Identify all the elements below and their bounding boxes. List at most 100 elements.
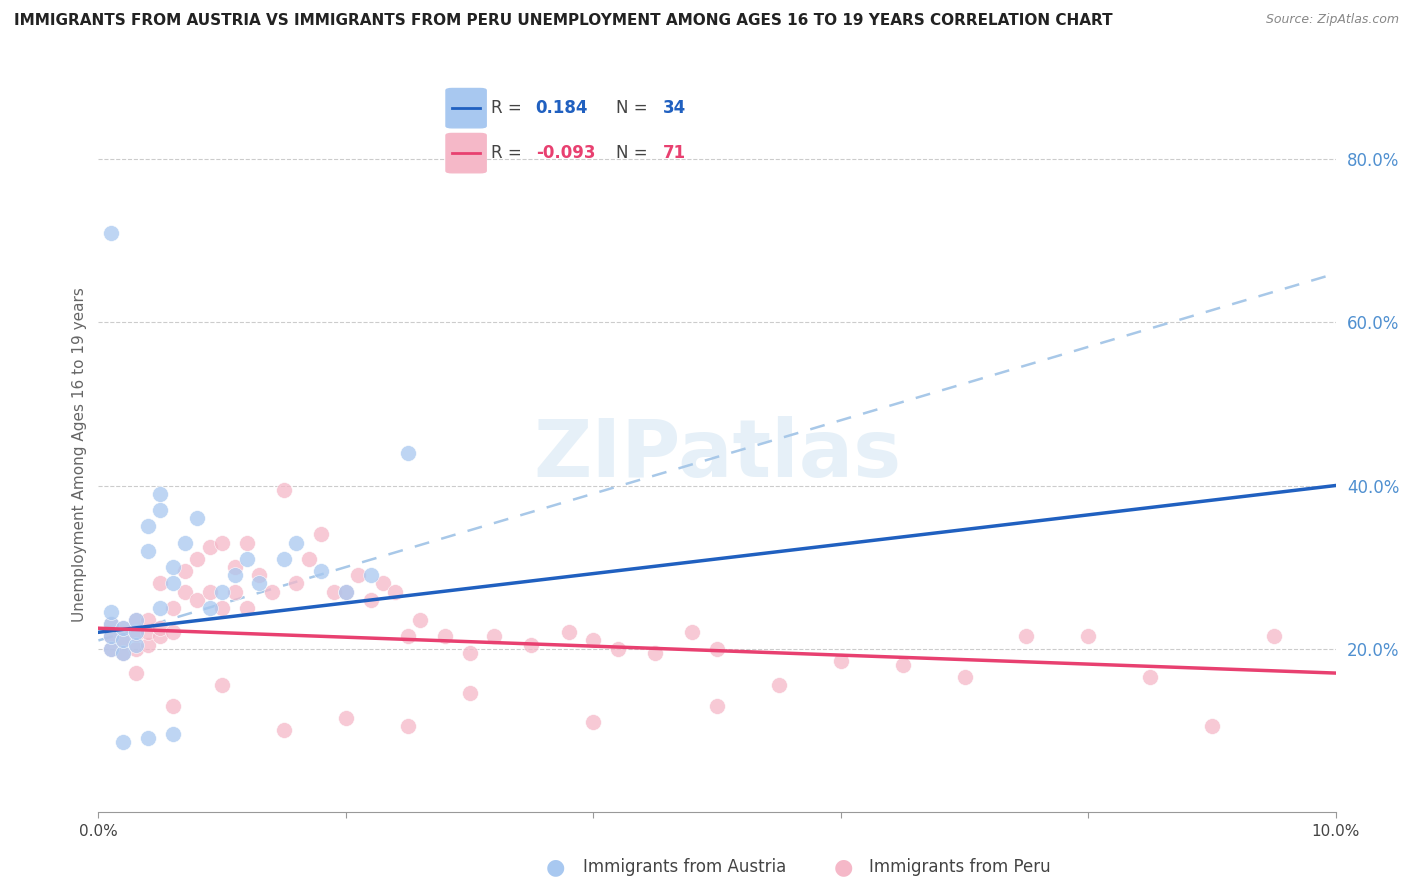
- Point: [100, 629, 122, 643]
- Point: [136, 543, 159, 558]
- Point: [100, 629, 122, 643]
- Point: [112, 621, 135, 635]
- Point: [484, 629, 506, 643]
- Point: [100, 617, 122, 632]
- Point: [706, 698, 728, 713]
- Point: [433, 629, 456, 643]
- Point: [644, 646, 666, 660]
- Text: -0.093: -0.093: [536, 145, 595, 162]
- FancyBboxPatch shape: [446, 88, 486, 128]
- Point: [706, 641, 728, 656]
- Point: [198, 540, 221, 554]
- Point: [371, 576, 394, 591]
- Point: [198, 600, 221, 615]
- Text: Immigrants from Peru: Immigrants from Peru: [869, 858, 1050, 876]
- Point: [186, 592, 208, 607]
- Point: [124, 627, 146, 641]
- Point: [1201, 719, 1223, 733]
- Point: [124, 613, 146, 627]
- Point: [124, 638, 146, 652]
- Point: [273, 483, 295, 497]
- Point: [396, 446, 419, 460]
- Point: [607, 641, 630, 656]
- Point: [186, 552, 208, 566]
- Point: [136, 625, 159, 640]
- Point: [396, 629, 419, 643]
- Point: [273, 723, 295, 738]
- Point: [136, 613, 159, 627]
- Point: [335, 584, 357, 599]
- Text: ●: ●: [834, 857, 853, 877]
- Text: 71: 71: [662, 145, 686, 162]
- Point: [236, 600, 259, 615]
- Point: [112, 633, 135, 648]
- Point: [681, 625, 703, 640]
- Point: [136, 638, 159, 652]
- Point: [582, 633, 605, 648]
- Point: [149, 503, 172, 517]
- Point: [162, 576, 184, 591]
- Point: [335, 711, 357, 725]
- Point: [211, 600, 233, 615]
- Point: [582, 714, 605, 729]
- Point: [124, 625, 146, 640]
- Point: [247, 576, 270, 591]
- Point: [1077, 629, 1099, 643]
- Point: [260, 584, 283, 599]
- Point: [224, 584, 246, 599]
- Point: [224, 568, 246, 582]
- Point: [224, 560, 246, 574]
- Point: [162, 727, 184, 741]
- Point: [124, 641, 146, 656]
- Point: [458, 646, 481, 660]
- Text: R =: R =: [491, 99, 522, 117]
- Point: [100, 641, 122, 656]
- Point: [198, 584, 221, 599]
- Point: [149, 486, 172, 500]
- Point: [360, 568, 382, 582]
- Text: IMMIGRANTS FROM AUSTRIA VS IMMIGRANTS FROM PERU UNEMPLOYMENT AMONG AGES 16 TO 19: IMMIGRANTS FROM AUSTRIA VS IMMIGRANTS FR…: [14, 13, 1112, 29]
- Point: [124, 666, 146, 681]
- Text: ●: ●: [546, 857, 565, 877]
- Point: [396, 719, 419, 733]
- Point: [298, 552, 321, 566]
- Point: [360, 592, 382, 607]
- Point: [409, 613, 432, 627]
- FancyBboxPatch shape: [446, 134, 486, 173]
- Text: 0.184: 0.184: [536, 99, 588, 117]
- Point: [458, 686, 481, 700]
- Point: [124, 613, 146, 627]
- Point: [100, 605, 122, 619]
- Text: Source: ZipAtlas.com: Source: ZipAtlas.com: [1265, 13, 1399, 27]
- Point: [1015, 629, 1038, 643]
- Point: [891, 657, 914, 672]
- Point: [162, 560, 184, 574]
- Point: [211, 678, 233, 692]
- Point: [174, 564, 197, 578]
- Point: [112, 621, 135, 635]
- Point: [100, 641, 122, 656]
- Point: [100, 226, 122, 240]
- Y-axis label: Unemployment Among Ages 16 to 19 years: Unemployment Among Ages 16 to 19 years: [72, 287, 87, 623]
- Point: [830, 654, 852, 668]
- Point: [112, 735, 135, 749]
- Point: [285, 535, 308, 549]
- Point: [247, 568, 270, 582]
- Point: [335, 584, 357, 599]
- Point: [186, 511, 208, 525]
- Point: [1263, 629, 1285, 643]
- Point: [285, 576, 308, 591]
- Point: [236, 535, 259, 549]
- Point: [100, 617, 122, 632]
- Point: [149, 600, 172, 615]
- Point: [211, 584, 233, 599]
- Point: [136, 519, 159, 533]
- Point: [174, 584, 197, 599]
- Point: [1139, 670, 1161, 684]
- Point: [162, 600, 184, 615]
- Point: [162, 625, 184, 640]
- Point: [112, 646, 135, 660]
- Point: [112, 633, 135, 648]
- Point: [136, 731, 159, 746]
- Point: [520, 638, 543, 652]
